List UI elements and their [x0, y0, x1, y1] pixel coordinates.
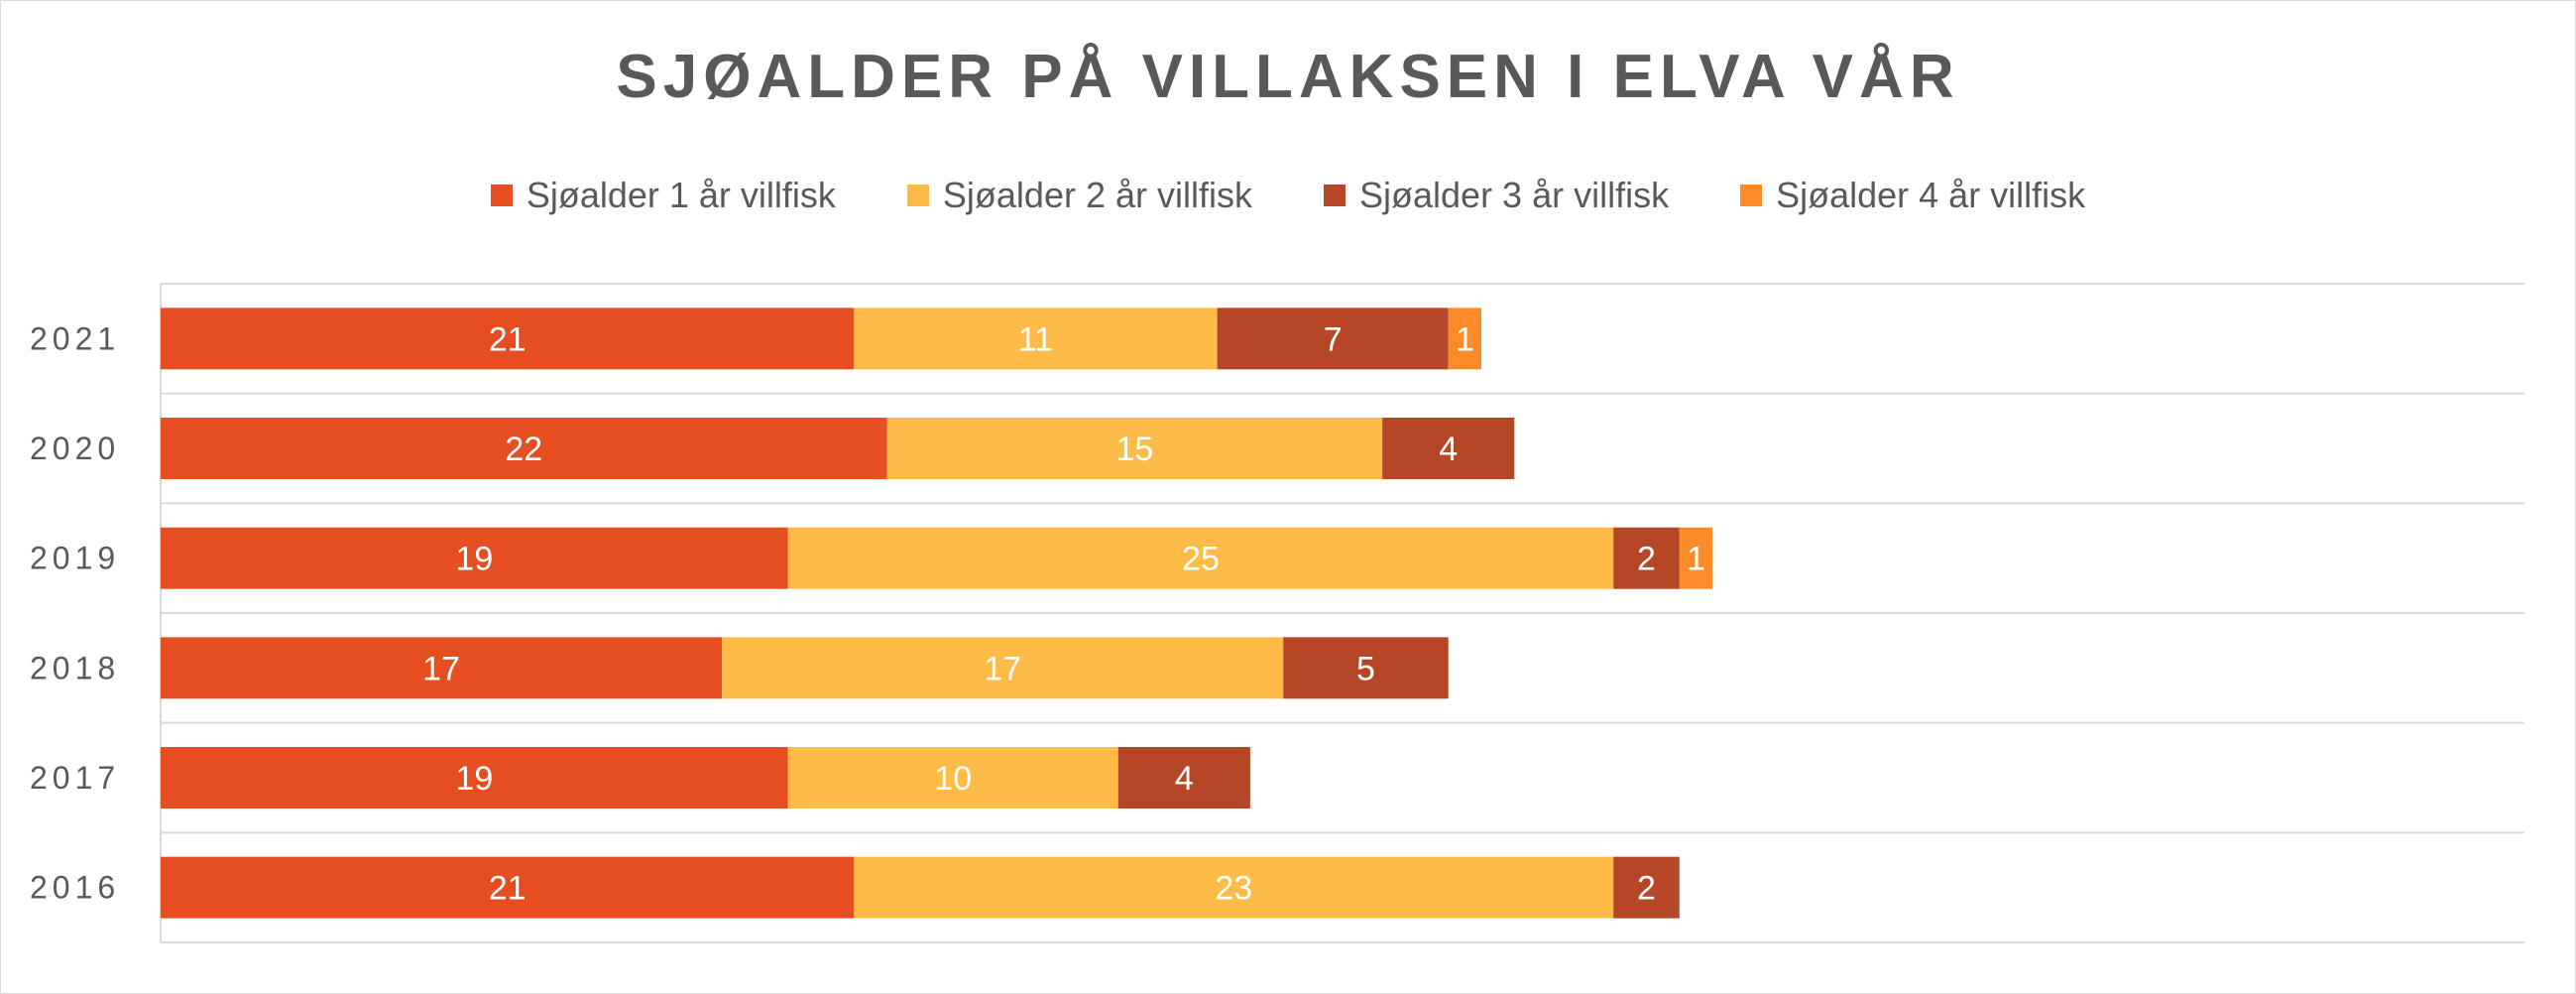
- data-label-2016-series-3: 2: [1637, 870, 1656, 908]
- bar-2019-series-1: [161, 527, 788, 589]
- category-label-2018: 2018: [30, 650, 120, 685]
- category-label-2017: 2017: [30, 760, 120, 796]
- data-label-2021-series-1: 21: [489, 320, 527, 358]
- data-label-2019-series-1: 19: [455, 541, 493, 578]
- bar-2018-series-1: [161, 637, 723, 699]
- data-label-2021-series-3: 7: [1324, 320, 1343, 358]
- bar-2019-series-2: [787, 527, 1614, 589]
- data-label-2019-series-3: 2: [1637, 541, 1656, 578]
- legend-label-4: Sjøalder 4 år villfisk: [1776, 175, 2086, 215]
- legend-label-3: Sjøalder 3 år villfisk: [1359, 175, 1670, 215]
- data-label-2021-series-4: 1: [1456, 320, 1474, 358]
- bar-2019-series-4: [1679, 527, 1713, 589]
- chart-legend: Sjøalder 1 år villfisk Sjøalder 2 år vill…: [0, 171, 2576, 220]
- bar-2021-series-1: [161, 308, 855, 370]
- data-label-2021-series-2: 11: [1018, 320, 1053, 358]
- data-label-2020-series-3: 4: [1439, 431, 1458, 468]
- bar-2019-series-3: [1613, 527, 1680, 589]
- bar-2017-series-1: [161, 747, 788, 808]
- legend-swatch-2: [906, 185, 929, 206]
- bar-2018-series-2: [722, 637, 1284, 699]
- data-label-2018-series-2: 17: [984, 650, 1021, 687]
- legend-label-1: Sjøalder 1 år villfisk: [526, 175, 836, 215]
- legend-swatch-3: [1324, 185, 1346, 206]
- bar-2020-series-3: [1382, 418, 1515, 479]
- bar-2018-series-3: [1283, 637, 1449, 699]
- data-label-2017-series-2: 10: [934, 760, 972, 798]
- bar-2016-series-2: [854, 856, 1614, 919]
- data-label-2018-series-1: 17: [422, 650, 460, 687]
- bar-2021-series-3: [1217, 308, 1449, 370]
- data-label-2020-series-1: 22: [505, 431, 542, 468]
- data-label-2019-series-2: 25: [1182, 541, 1220, 578]
- data-label-2020-series-2: 15: [1115, 431, 1153, 468]
- data-label-2016-series-2: 23: [1215, 870, 1252, 908]
- data-label-2017-series-3: 4: [1175, 760, 1194, 798]
- bar-2016-series-1: [161, 856, 855, 919]
- bar-2017-series-3: [1117, 747, 1250, 808]
- data-label-2018-series-3: 5: [1356, 650, 1375, 687]
- bar-2017-series-2: [787, 747, 1118, 808]
- data-label-2019-series-4: 1: [1687, 541, 1705, 578]
- legend-item-4: Sjøalder 4 år villfisk: [1740, 175, 2085, 216]
- bar-2021-series-4: [1448, 308, 1481, 370]
- category-label-2021: 2021: [30, 320, 120, 356]
- bar-2016-series-3: [1613, 856, 1680, 919]
- category-label-2019: 2019: [30, 541, 120, 576]
- legend-item-2: Sjøalder 2 år villfisk: [906, 175, 1252, 216]
- data-label-2016-series-1: 21: [489, 870, 527, 908]
- chart-title: SJØALDER PÅ VILLAKSEN I ELVA VÅR: [616, 43, 1960, 111]
- bar-2020-series-2: [886, 418, 1383, 479]
- category-label-2020: 2020: [30, 431, 120, 466]
- legend-label-2: Sjøalder 2 år villfisk: [942, 175, 1252, 215]
- legend-item-1: Sjøalder 1 år villfisk: [490, 175, 836, 216]
- bar-2020-series-1: [161, 418, 887, 479]
- data-label-2017-series-1: 19: [455, 760, 493, 798]
- legend-item-3: Sjøalder 3 år villfisk: [1324, 175, 1669, 216]
- category-label-2016: 2016: [30, 870, 120, 906]
- legend-swatch-4: [1740, 185, 1763, 206]
- legend-swatch-1: [490, 185, 513, 206]
- bar-2021-series-2: [854, 308, 1218, 370]
